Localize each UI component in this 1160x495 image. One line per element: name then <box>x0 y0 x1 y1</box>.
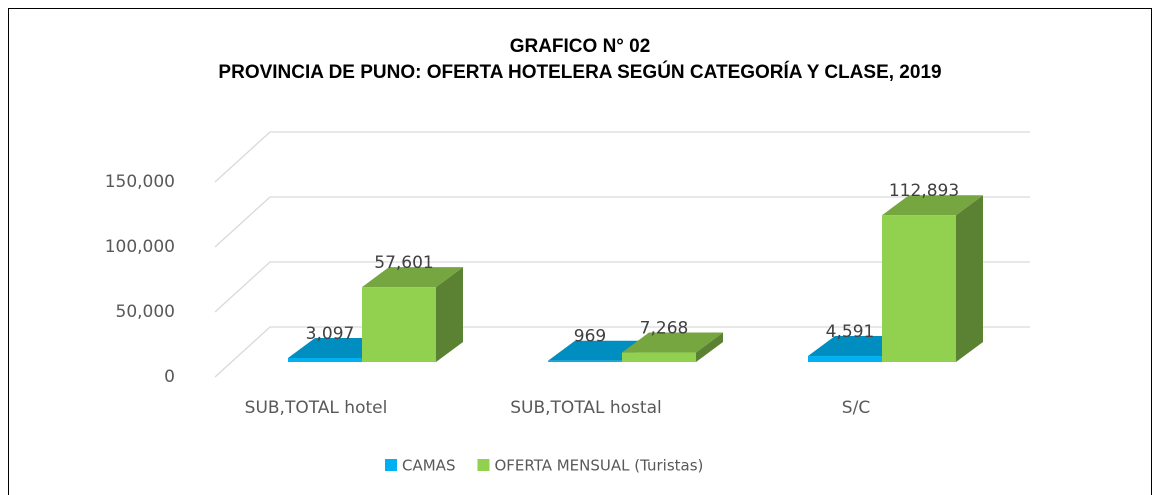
bar-top <box>362 267 463 288</box>
value-label: 3,097 <box>306 324 355 344</box>
x-tick-label: SUB,TOTAL hostal <box>510 398 661 418</box>
grid-line <box>214 131 1030 183</box>
bar-front <box>362 287 436 362</box>
grid-line <box>214 196 1030 248</box>
bar <box>362 267 463 362</box>
bar-side <box>956 195 983 362</box>
bar-front <box>288 357 362 362</box>
legend-swatch <box>385 459 397 471</box>
y-tick-label: 100,000 <box>105 237 175 257</box>
legend-label: OFERTA MENSUAL (Turistas) <box>494 457 703 475</box>
legend-label: CAMAS <box>402 457 455 475</box>
bar-front <box>882 215 956 362</box>
value-label: 4,591 <box>826 322 875 342</box>
bar-top <box>882 195 983 216</box>
bar-side <box>436 267 463 362</box>
value-label: 112,893 <box>889 181 959 201</box>
bar <box>882 195 983 362</box>
chart-title: GRAFICO N° 02 <box>510 36 651 57</box>
value-label: 57,601 <box>374 253 433 273</box>
x-tick-label: S/C <box>842 398 870 418</box>
bar-side <box>696 332 723 362</box>
y-tick-label: 150,000 <box>105 172 175 192</box>
y-tick-label: 0 <box>164 367 175 387</box>
chart-subtitle: PROVINCIA DE PUNO: OFERTA HOTELERA SEGÚN… <box>218 61 941 83</box>
x-tick-label: SUB,TOTAL hotel <box>245 398 388 418</box>
grid-line <box>214 326 1030 378</box>
y-tick-label: 50,000 <box>116 302 175 322</box>
bar-front <box>548 360 622 362</box>
chart-frame <box>8 8 1152 495</box>
bar-top <box>622 332 723 353</box>
value-label: 969 <box>574 327 606 347</box>
value-label: 7,268 <box>640 319 689 339</box>
bar-front <box>808 356 882 362</box>
bar-front <box>622 352 696 362</box>
grid-line <box>214 261 1030 313</box>
bar <box>622 332 723 362</box>
legend-swatch <box>477 459 490 471</box>
